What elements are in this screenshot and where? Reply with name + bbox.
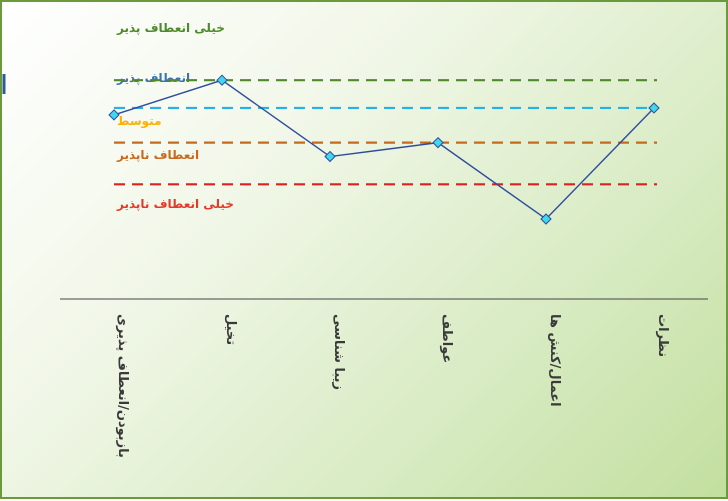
category-tick-label: اعمال/کنش ها xyxy=(547,314,562,407)
category-tick-label: بازبودن/انعطاف پذیری xyxy=(115,314,130,458)
level-label: متوسط xyxy=(117,114,162,129)
level-label: انعطاف ناپذیر xyxy=(116,148,199,162)
level-label: خیلی انعطاف پذیر xyxy=(116,21,225,35)
level-label: انعطاف پذیر xyxy=(116,71,190,85)
data-point-marker xyxy=(108,109,120,121)
data-point-marker xyxy=(432,136,444,149)
category-tick-label: تخیل xyxy=(223,314,238,345)
data-point-marker xyxy=(216,74,228,86)
data-point-marker xyxy=(648,102,660,114)
category-tick-label: عواطف xyxy=(439,314,454,363)
category-tick-label: زیبا شناسی xyxy=(331,314,346,390)
data-point-marker xyxy=(324,150,336,163)
data-point-marker xyxy=(540,213,552,225)
category-tick-label: نظرات xyxy=(655,314,670,357)
level-label: خیلی انعطاف ناپذیر xyxy=(116,197,234,211)
series-line xyxy=(113,79,655,220)
